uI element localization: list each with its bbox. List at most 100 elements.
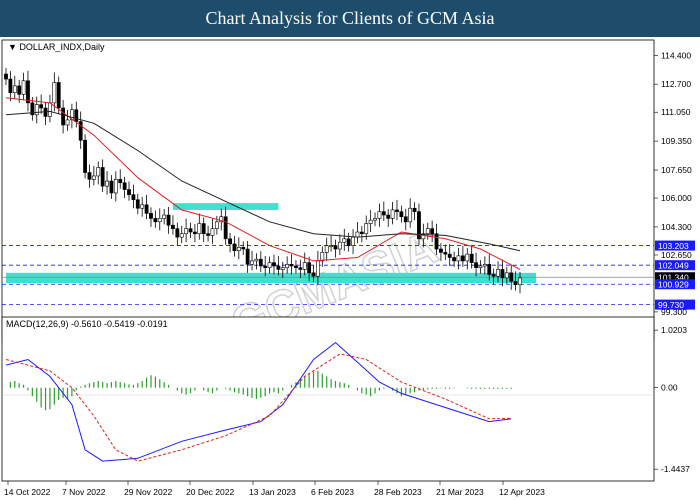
candlesticks <box>4 68 522 294</box>
candle-body <box>430 228 435 235</box>
level-label: 103.203 <box>658 241 689 251</box>
candle-body <box>412 207 417 212</box>
candle-body <box>491 274 496 277</box>
candle-body <box>162 214 167 219</box>
candle-body <box>272 262 276 267</box>
candle-body <box>166 214 171 226</box>
candle-body <box>263 265 268 269</box>
price-tick-label: 114.400 <box>661 50 691 60</box>
candle-body <box>52 82 57 104</box>
candle-body <box>61 107 66 126</box>
date-tick-label: 20 Dec 2022 <box>186 487 234 497</box>
chart-title: Chart Analysis for Clients of GCM Asia <box>205 8 495 28</box>
candle-body <box>513 281 518 286</box>
price-tick-label: 112.700 <box>661 79 691 89</box>
candle-body <box>122 182 127 190</box>
candle-body <box>460 255 465 262</box>
date-tick-label: 13 Jan 2023 <box>249 487 296 497</box>
candle-body <box>478 265 483 269</box>
level-label: 100.929 <box>658 280 689 290</box>
candle-body <box>434 233 439 250</box>
candle-body <box>206 233 210 236</box>
candle-body <box>496 269 500 277</box>
candle-body <box>258 258 263 267</box>
candle-body <box>193 231 197 235</box>
candle-body <box>17 85 22 95</box>
candle-body <box>509 272 514 282</box>
chart-canvas: GCMASIA 103.203102.049101.340100.92999.7… <box>1 39 695 497</box>
level-label: 102.049 <box>658 261 689 271</box>
candle-body <box>157 218 162 223</box>
candle-body <box>518 277 522 286</box>
candle-body <box>333 245 338 250</box>
candle-body <box>223 216 228 240</box>
price-tick-label: 111.050 <box>661 107 691 117</box>
chart-header: Chart Analysis for Clients of GCM Asia <box>0 0 700 37</box>
candle-body <box>504 272 509 279</box>
candle-body <box>184 228 189 235</box>
candle-body <box>359 231 364 235</box>
macd-panel-frame <box>1 316 655 482</box>
candle-body <box>144 204 149 214</box>
candle-body <box>417 211 421 240</box>
macd-line <box>5 341 512 462</box>
candle-body <box>465 253 470 262</box>
candle-body <box>113 179 118 194</box>
candle-body <box>26 80 30 104</box>
candle-body <box>197 223 202 235</box>
level-label-bg <box>655 260 695 271</box>
candle-body <box>386 214 391 219</box>
date-tick-label: 28 Feb 2023 <box>374 487 422 497</box>
price-tick-label: 109.350 <box>661 136 692 146</box>
fast-moving-average-line <box>5 97 521 270</box>
candle-body <box>34 104 39 116</box>
signal-line <box>5 353 512 462</box>
candle-body <box>316 260 320 277</box>
date-tick-label: 14 Oct 2022 <box>4 487 51 497</box>
candle-body <box>74 109 79 122</box>
candle-body <box>140 204 145 209</box>
level-label-bg <box>655 240 695 251</box>
candle-body <box>171 224 175 229</box>
candle-body <box>48 102 52 117</box>
price-tick-label: 107.650 <box>661 165 692 175</box>
candle-body <box>403 216 408 223</box>
macd-panel: MACD(12,26,9) -0.5610 -0.5419 -0.0191 1.… <box>1 316 690 482</box>
candle-body <box>294 265 298 269</box>
candle-body <box>175 228 180 238</box>
level-label-bg <box>655 299 695 310</box>
candle-body <box>210 228 215 236</box>
symbol-label: ▼ DOLLAR_INDX,Daily <box>8 42 105 52</box>
candle-body <box>254 258 259 262</box>
level-label-bg <box>655 272 695 283</box>
candle-body <box>250 260 254 265</box>
candle-body <box>236 247 241 252</box>
candle-body <box>8 78 13 93</box>
candle-body <box>12 85 17 93</box>
candle-body <box>179 233 184 238</box>
price-tick-label: 99.300 <box>661 307 687 317</box>
date-tick-label: 7 Nov 2022 <box>62 487 106 497</box>
candle-body <box>377 211 382 219</box>
candle-body <box>100 167 105 187</box>
candle-body <box>87 172 92 180</box>
candle-body <box>500 269 505 279</box>
candle-body <box>390 209 395 219</box>
candle-body <box>456 255 461 262</box>
candle-body <box>311 272 316 277</box>
date-tick-label: 29 Nov 2022 <box>124 487 172 497</box>
candle-body <box>469 253 474 263</box>
candle-body <box>188 228 193 233</box>
candle-body <box>302 262 307 270</box>
date-tick-label: 21 Mar 2023 <box>436 487 484 497</box>
candle-body <box>298 267 303 270</box>
candle-body <box>241 247 246 250</box>
zone-rect <box>172 203 279 210</box>
candle-body <box>267 262 272 269</box>
candle-body <box>368 219 373 224</box>
date-tick-label: 12 Apr 2023 <box>499 487 545 497</box>
candle-body <box>399 211 404 218</box>
candle-body <box>351 236 355 246</box>
candle-body <box>96 167 101 177</box>
candle-body <box>337 241 342 250</box>
